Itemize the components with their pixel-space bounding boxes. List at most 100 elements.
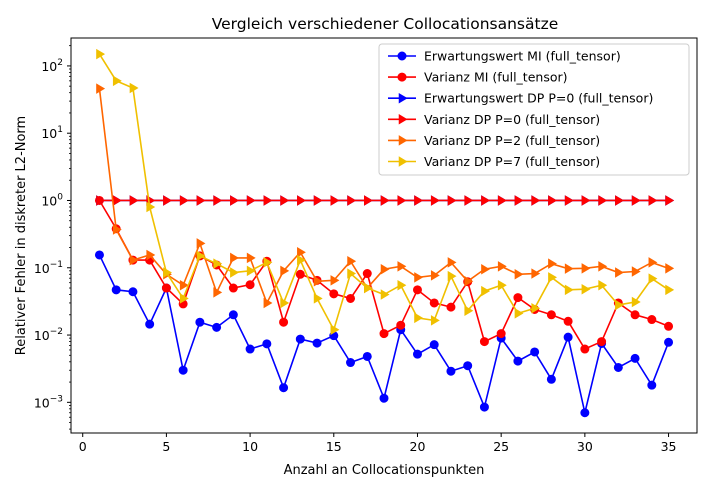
data-point: [312, 338, 322, 348]
data-point: [145, 319, 155, 329]
y-tick-base: 10: [34, 261, 50, 276]
legend-entry: Varianz DP P=2 (full_tensor): [388, 133, 600, 148]
data-point: [330, 195, 340, 206]
data-point: [615, 299, 624, 311]
chart-title: Vergleich verschiedener Collocationsansä…: [212, 15, 559, 33]
data-point: [161, 283, 171, 293]
data-point: [464, 195, 474, 206]
data-point: [429, 298, 439, 308]
data-point: [196, 238, 206, 249]
y-tick-base: 10: [34, 328, 50, 343]
y-tick-label: 102: [41, 58, 63, 74]
data-point: [163, 267, 172, 278]
data-point: [631, 266, 641, 277]
data-point: [412, 349, 422, 359]
data-point: [347, 268, 357, 279]
data-point: [195, 317, 205, 327]
data-point: [262, 339, 272, 349]
data-point: [513, 356, 523, 366]
data-point: [245, 344, 255, 354]
data-point: [179, 293, 189, 304]
data-point: [414, 195, 424, 206]
data-point: [313, 293, 323, 304]
y-tick-base: 10: [41, 193, 57, 208]
legend-marker: [398, 114, 408, 125]
data-point: [246, 252, 256, 264]
data-point: [362, 269, 372, 279]
data-point: [665, 284, 675, 296]
data-point: [347, 255, 357, 267]
data-point: [513, 293, 523, 303]
data-point: [446, 366, 456, 376]
data-point: [313, 276, 323, 287]
data-point: [128, 287, 138, 297]
data-point: [530, 347, 540, 357]
x-tick-label: 35: [661, 439, 677, 454]
data-point: [213, 258, 223, 269]
data-point: [648, 257, 658, 268]
data-point: [313, 195, 323, 206]
data-point: [230, 252, 239, 264]
data-point: [631, 296, 641, 308]
data-point: [280, 195, 290, 206]
data-point: [481, 195, 491, 206]
data-point: [129, 195, 139, 206]
data-point: [179, 279, 189, 291]
series-1: [94, 195, 674, 354]
data-point: [548, 195, 557, 206]
data-point: [496, 329, 506, 339]
legend-label: Varianz DP P=2 (full_tensor): [424, 133, 600, 148]
y-axis-label: Relativer Fehler in diskreter L2-Norm: [14, 116, 29, 355]
data-point: [179, 195, 189, 206]
data-point: [531, 195, 541, 206]
data-point: [279, 383, 289, 393]
x-tick-label: 30: [577, 439, 593, 454]
x-tick-label: 20: [410, 439, 426, 454]
y-tick-exponent: 1: [57, 125, 63, 135]
data-point: [112, 195, 122, 206]
data-point: [548, 272, 557, 283]
data-point: [213, 195, 223, 206]
legend-entry: Varianz DP P=0 (full_tensor): [388, 112, 600, 127]
data-point: [196, 195, 206, 206]
data-point: [380, 289, 390, 300]
data-point: [347, 195, 357, 206]
data-point: [598, 279, 608, 291]
data-point: [497, 261, 507, 272]
data-point: [379, 393, 389, 403]
x-tick-label: 0: [79, 439, 87, 454]
x-tick-label: 25: [493, 439, 509, 454]
data-point: [412, 285, 422, 295]
data-point: [263, 297, 273, 309]
legend-marker: [397, 51, 407, 61]
data-point: [94, 250, 104, 260]
series-4: [96, 83, 675, 309]
data-point: [146, 201, 156, 213]
y-tick-exponent: −3: [50, 394, 63, 404]
data-point: [295, 334, 305, 344]
series-0: [94, 250, 674, 418]
data-point: [447, 257, 457, 268]
data-point: [497, 279, 507, 291]
data-point: [546, 310, 556, 320]
data-point: [246, 265, 256, 277]
data-point: [230, 267, 239, 278]
legend-entry: Erwartungswert DP P=0 (full_tensor): [388, 91, 653, 106]
data-point: [615, 195, 624, 206]
data-point: [380, 264, 390, 275]
data-point: [563, 332, 573, 342]
data-point: [111, 285, 121, 295]
x-tick-label: 5: [162, 439, 170, 454]
data-point: [581, 283, 591, 295]
data-point: [213, 287, 223, 298]
data-point: [380, 195, 390, 206]
data-point: [580, 408, 590, 418]
data-point: [364, 282, 373, 294]
legend-entry: Varianz MI (full_tensor): [388, 70, 568, 85]
data-point: [613, 362, 623, 372]
legend-marker: [398, 135, 408, 146]
data-point: [397, 195, 407, 206]
